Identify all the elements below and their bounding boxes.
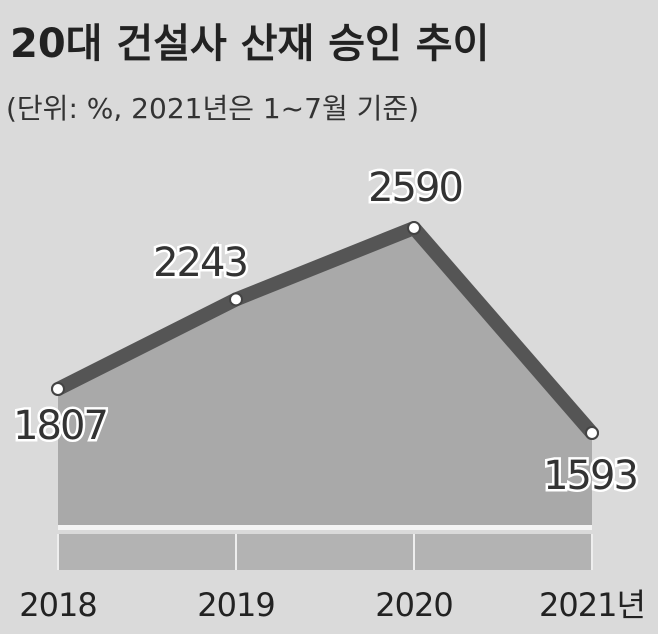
point [229, 292, 243, 307]
line [51, 221, 599, 440]
data-label: 1593 [543, 453, 637, 499]
point [585, 426, 599, 440]
x-tick-label: 2018 [19, 586, 96, 624]
chart-subtitle: (단위: %, 2021년은 1~7월 기준) [6, 92, 419, 125]
data-label: 1807 [13, 403, 107, 449]
data-label: 2590 [368, 165, 462, 211]
x-tick-label: 2020 [375, 586, 452, 624]
baseline [58, 525, 592, 530]
area [58, 228, 592, 525]
chart-title: 20대 건설사 산재 승인 추이 [10, 21, 489, 67]
data-label: 2243 [153, 240, 247, 286]
x-tick-label: 2019 [197, 586, 274, 624]
point [51, 381, 65, 396]
point [407, 221, 421, 235]
axis-band [58, 534, 592, 570]
x-tick-label: 2021년 [539, 586, 645, 624]
